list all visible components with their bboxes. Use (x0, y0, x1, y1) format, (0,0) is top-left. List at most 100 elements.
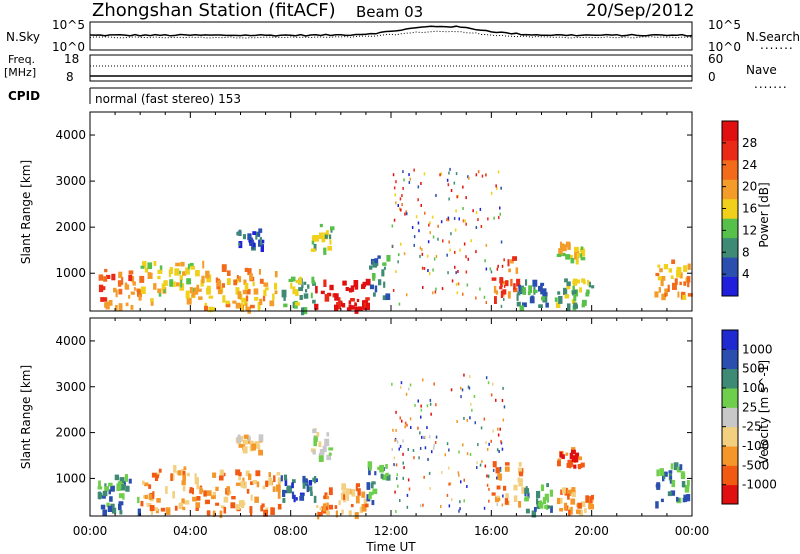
heatmap-cell (251, 241, 255, 250)
scatter-cell (404, 421, 407, 425)
heatmap-cell (235, 504, 240, 510)
scatter-cell (434, 441, 437, 444)
scatter-cell (432, 446, 435, 450)
heatmap-cell (668, 470, 673, 474)
heatmap-cell (108, 489, 111, 495)
heatmap-cell (305, 289, 308, 293)
scatter-cell (397, 204, 399, 207)
heatmap-cell (676, 496, 679, 502)
heatmap-cell (97, 486, 103, 490)
heatmap-cell (179, 275, 183, 281)
heatmap-cell (558, 296, 563, 304)
heatmap-cell (98, 284, 104, 293)
heatmap-cell (245, 470, 250, 477)
heatmap-cell (654, 291, 659, 298)
scatter-cell (448, 466, 450, 470)
scatter-cell (391, 224, 394, 228)
scatter-cell (418, 456, 420, 460)
heatmap-cell (385, 464, 388, 469)
scatter-cell (402, 452, 404, 456)
heatmap-cell (175, 282, 180, 287)
heatmap-cell (500, 290, 504, 298)
scatter-cell (461, 388, 464, 392)
heatmap-cell (262, 485, 266, 490)
heatmap-cell (687, 279, 690, 288)
heatmap-cell (657, 264, 661, 268)
heatmap-cell (687, 293, 693, 297)
heatmap-cell (561, 454, 565, 460)
heatmap-cell (528, 285, 533, 293)
scatter-cell (463, 242, 466, 246)
scatter-cell (419, 254, 421, 258)
heatmap-cell (217, 280, 222, 287)
heatmap-cell (314, 435, 318, 442)
heatmap-cell (275, 484, 281, 492)
heatmap-cell (228, 490, 232, 495)
scatter-cell (451, 279, 454, 283)
scatter-cell (408, 487, 411, 491)
heatmap-cell (152, 491, 155, 497)
heatmap-cell (169, 279, 174, 287)
scatter-cell (454, 228, 457, 232)
scatter-cell (480, 426, 483, 430)
heatmap-cell (137, 508, 141, 517)
heatmap-cell (299, 295, 303, 300)
heatmap-cell (118, 503, 122, 511)
freq-tick-bottom: 8 (66, 70, 74, 84)
heatmap-cell (334, 505, 338, 509)
scatter-cell (399, 416, 401, 420)
scatter-cell (424, 446, 427, 450)
heatmap-cell (189, 487, 193, 491)
heatmap-cell (571, 489, 576, 498)
heatmap-cell (577, 464, 583, 469)
heatmap-cell (518, 284, 521, 289)
heatmap-cell (588, 281, 591, 288)
heatmap-cell (250, 304, 255, 309)
heatmap-cell (236, 232, 242, 236)
heatmap-cell (512, 256, 517, 261)
heatmap-cell (571, 487, 576, 493)
heatmap-cell (518, 462, 522, 467)
heatmap-cell (195, 504, 199, 511)
heatmap-cell (659, 268, 663, 273)
scatter-cell (400, 381, 403, 385)
heatmap-cell (584, 508, 587, 513)
heatmap-cell (274, 282, 278, 290)
scatter-cell (475, 226, 478, 229)
heatmap-cell (369, 265, 373, 270)
scatter-cell (440, 505, 442, 508)
heatmap-cell (268, 477, 273, 486)
scatter-cell (403, 178, 405, 182)
heatmap-cell (324, 505, 329, 511)
heatmap-cell (102, 297, 108, 302)
scatter-cell (484, 464, 487, 468)
velocity-colorbar: 1000 500 100 25 -25 -100 -500 -1000 (721, 329, 777, 505)
heatmap-cell (513, 283, 516, 290)
heatmap-cell (674, 278, 678, 285)
colorbar-tick-label: 25 (742, 400, 757, 414)
heatmap-cell (186, 278, 192, 285)
scatter-cell (422, 286, 424, 289)
scatter-cell (394, 439, 396, 442)
heatmap-cell (544, 505, 549, 509)
nsearch-tick-top: 10^5 (708, 18, 741, 32)
scatter-cell (454, 265, 456, 269)
scatter-cell (422, 378, 424, 382)
heatmap-cell (265, 507, 269, 512)
heatmap-cell (590, 494, 594, 500)
scatter-cell (479, 463, 482, 467)
heatmap-cell (504, 498, 509, 505)
heatmap-cell (277, 503, 282, 510)
heatmap-cell (334, 304, 337, 311)
heatmap-cell (565, 452, 569, 456)
heatmap-cell (373, 263, 379, 267)
heatmap-cell (306, 485, 310, 493)
scatter-cell (500, 440, 502, 444)
heatmap-cell (546, 483, 549, 488)
scatter-cell (395, 463, 398, 467)
heatmap-cell (236, 436, 242, 443)
heatmap-cell (121, 276, 124, 285)
heatmap-cell (181, 480, 186, 486)
scatter-cell (429, 231, 431, 235)
scatter-cell (447, 216, 450, 220)
